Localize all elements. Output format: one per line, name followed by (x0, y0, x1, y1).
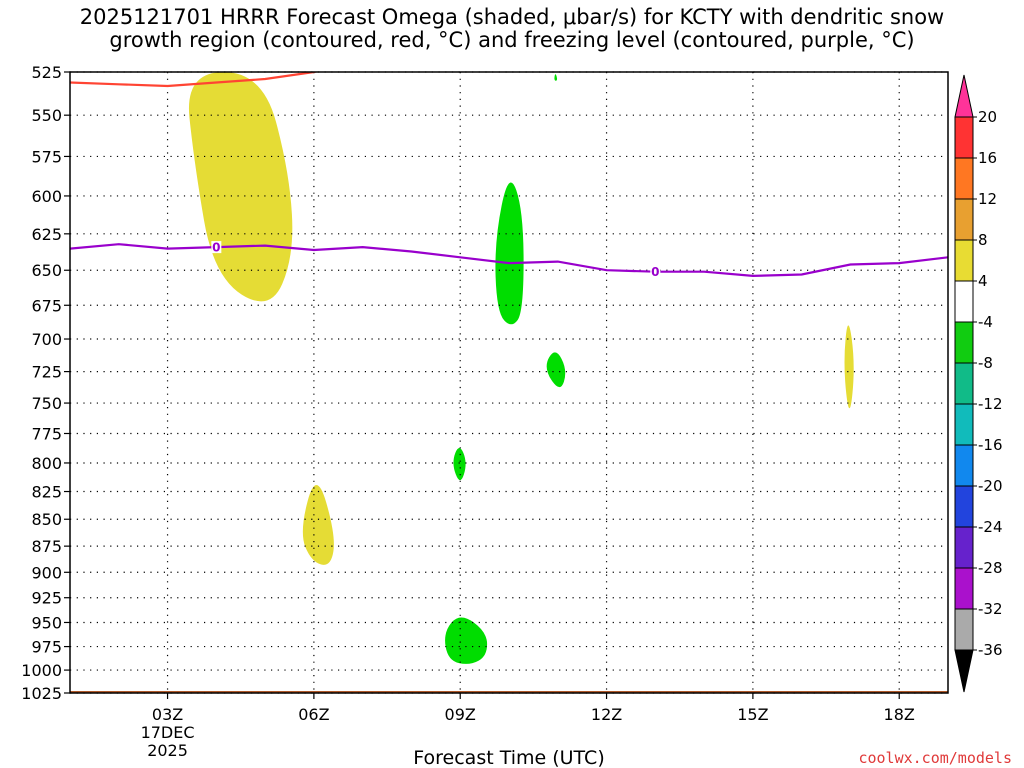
x-tick-label-03Z: 03Z (152, 705, 183, 724)
x-tick-label-09Z: 09Z (445, 705, 476, 724)
freezing-level-label-bg (650, 265, 661, 278)
plot-frame (69, 71, 949, 694)
colorbar-swatch-3 (954, 239, 974, 282)
colorbar-swatch-10 (954, 526, 974, 569)
colorbar-label-2: 12 (978, 190, 997, 208)
omega-region-upward-motion-early (188, 72, 293, 302)
y-tick-label-575: 575 (31, 147, 62, 166)
colorbar-swatch-7 (954, 403, 974, 446)
colorbar-label-5: -4 (978, 313, 993, 331)
y-tick-label-725: 725 (31, 363, 62, 382)
colorbar-label-8: -16 (978, 436, 1003, 454)
y-tick-label-975: 975 (31, 638, 62, 657)
y-tick-label-625: 625 (31, 225, 62, 244)
colorbar-swatch-9 (954, 485, 974, 528)
plot-border (69, 71, 949, 694)
colorbar-swatch-1 (954, 157, 974, 200)
y-tick-label-600: 600 (31, 187, 62, 206)
x-tick-label-18Z: 18Z (884, 705, 915, 724)
y-tick-label-650: 650 (31, 261, 62, 280)
freezing-level-label: 0 (212, 241, 220, 255)
colorbar-swatch-11 (954, 567, 974, 610)
y-tick-label-750: 750 (31, 394, 62, 413)
colorbar-label-9: -20 (978, 477, 1003, 495)
x-axis-title: Forecast Time (UTC) (413, 747, 604, 768)
colorbar: 20 16 12 8 4 -4 -8 -12 -16 -20 -24 -28 -32 -36 (954, 74, 1003, 693)
colorbar-label-1: 16 (978, 149, 997, 167)
credit-link[interactable]: coolwx.com/models (858, 749, 1012, 767)
y-tick-label-825: 825 (31, 483, 62, 502)
colorbar-label-10: -24 (978, 518, 1003, 536)
y-tick-label-850: 850 (31, 510, 62, 529)
x-tick-date: 17DEC (141, 723, 195, 742)
colorbar-bottom-arrow (954, 649, 974, 693)
y-axis: 525 550 575 600 625 650 675 700 725 750 775 800 825 8… (21, 63, 70, 703)
omega-region-ascent-0900-975 (445, 617, 488, 664)
y-tick-label-900: 900 (31, 563, 62, 582)
chart-title-line-2: growth region (contoured, red, °C) and f… (109, 28, 915, 52)
colorbar-swatch-6 (954, 362, 974, 405)
omega-region-ascent-1100-725 (546, 352, 566, 388)
colorbar-label-0: 20 (978, 108, 997, 126)
omega-region-ascent-1000-640 (495, 182, 524, 325)
colorbar-label-4: 4 (978, 272, 988, 290)
y-tick-label-775: 775 (31, 424, 62, 443)
y-tick-label-525: 525 (31, 63, 62, 82)
colorbar-swatch-8 (954, 444, 974, 487)
colorbar-label-3: 8 (978, 231, 988, 249)
colorbar-swatch-5 (954, 321, 974, 364)
y-tick-label-800: 800 (31, 454, 62, 473)
y-tick-label-950: 950 (31, 613, 62, 632)
y-tick-label-1025: 1025 (21, 684, 62, 703)
colorbar-label-12: -32 (978, 600, 1003, 618)
colorbar-label-11: -28 (978, 559, 1003, 577)
colorbar-label-6: -8 (978, 354, 993, 372)
freezing-level-label-bg (211, 241, 222, 254)
contour-layer: 00 (70, 72, 948, 279)
y-tick-label-875: 875 (31, 537, 62, 556)
colorbar-swatch-2 (954, 198, 974, 241)
y-tick-label-550: 550 (31, 106, 62, 125)
x-tick-label-06Z: 06Z (298, 705, 329, 724)
freezing-level-label: 0 (651, 265, 659, 279)
dendritic-contour (70, 72, 319, 88)
colorbar-swatch-0 (954, 116, 974, 159)
colorbar-label-13: -36 (978, 641, 1003, 659)
x-tick-label-15Z: 15Z (737, 705, 768, 724)
omega-region-descent-0600-850 (302, 484, 334, 565)
colorbar-top-arrow (954, 74, 974, 118)
omega-region-ascent-1100-525 (554, 74, 558, 81)
y-tick-label-675: 675 (31, 296, 62, 315)
x-tick-year: 2025 (147, 741, 188, 760)
chart-title-line-1: 2025121701 HRRR Forecast Omega (shaded, … (79, 5, 945, 29)
omega-shading-layer (70, 72, 948, 693)
colorbar-swatch-4 (954, 280, 974, 323)
y-tick-label-1000: 1000 (21, 661, 62, 680)
chart-title: 2025121701 HRRR Forecast Omega (shaded, … (0, 6, 1024, 52)
y-tick-label-925: 925 (31, 589, 62, 608)
y-tick-label-700: 700 (31, 330, 62, 349)
omega-region-ascent-0900-800 (453, 448, 466, 481)
colorbar-label-7: -12 (978, 395, 1003, 413)
x-tick-label-12Z: 12Z (591, 705, 622, 724)
colorbar-swatch-12 (954, 608, 974, 651)
omega-region-descent-1700-725 (844, 325, 854, 409)
